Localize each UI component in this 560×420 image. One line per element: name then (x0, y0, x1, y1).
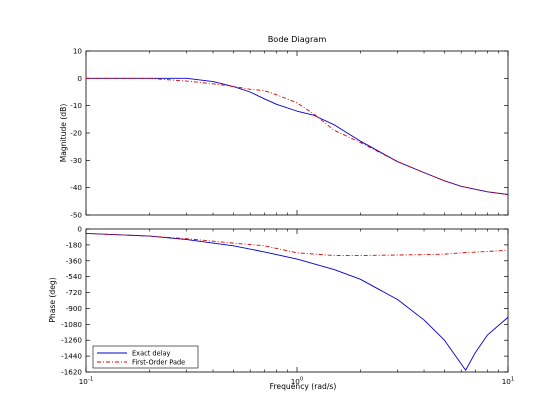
legend-label-first-order-pade: First-Order Pade (132, 359, 185, 367)
phase-ytick-label: -1440 (61, 352, 82, 361)
phase-ytick-label: -720 (66, 288, 83, 297)
magnitude-ytick-label: -10 (70, 101, 82, 110)
x-tick-label: 101 (502, 377, 515, 387)
magnitude-ytick-label: 10 (73, 47, 83, 56)
x-tick-label: 10-1 (79, 377, 94, 387)
magnitude-series (86, 77, 509, 195)
phase-panel: 0 -180 -360 -540 -720 -900 -1080 -1260 -1440 -162… (48, 225, 509, 377)
phase-line-exact (85, 232, 509, 371)
magnitude-ylabel: Magnitude (dB) (59, 104, 68, 163)
phase-ytick-label: -180 (66, 240, 83, 249)
magnitude-ytick-label: -50 (70, 211, 82, 220)
phase-y-ticks: 0 -180 -360 -540 -720 -900 -1080 -1260 -1440 -162… (61, 225, 508, 377)
phase-ylabel: Phase (deg) (48, 277, 57, 322)
magnitude-ytick-label: -20 (70, 129, 82, 138)
phase-ytick-label: -1620 (61, 368, 82, 377)
phase-ytick-label: -1260 (61, 336, 82, 345)
phase-ytick-label: -360 (66, 256, 83, 265)
phase-series (85, 232, 509, 371)
legend-label-exact-delay: Exact delay (132, 350, 171, 358)
magnitude-x-ticks (85, 51, 509, 215)
phase-line-pade (85, 232, 509, 256)
magnitude-line-pade (86, 77, 509, 195)
chart-title: Bode Diagram (268, 34, 327, 44)
magnitude-panel: 10 0 -10 -20 -30 -40 -50 Magnitude (dB) (59, 47, 509, 220)
magnitude-ytick-label: -40 (70, 183, 82, 192)
phase-ytick-label: -1080 (61, 320, 82, 329)
phase-x-ticks (85, 229, 509, 372)
phase-ytick-label: 0 (77, 225, 82, 234)
phase-ytick-label: -900 (66, 304, 83, 313)
x-tick-label: 100 (291, 377, 304, 387)
x-tick-labels: 10-1 100 101 (79, 377, 515, 387)
x-axis-label: Frequency (rad/s) (270, 382, 337, 391)
legend: Exact delay First-Order Pade (92, 345, 199, 369)
phase-ytick-label: -540 (66, 272, 83, 281)
magnitude-ytick-label: 0 (77, 74, 82, 83)
legend-box (92, 345, 199, 369)
magnitude-ytick-label: -30 (70, 156, 82, 165)
magnitude-y-ticks: 10 0 -10 -20 -30 -40 -50 (70, 47, 508, 220)
